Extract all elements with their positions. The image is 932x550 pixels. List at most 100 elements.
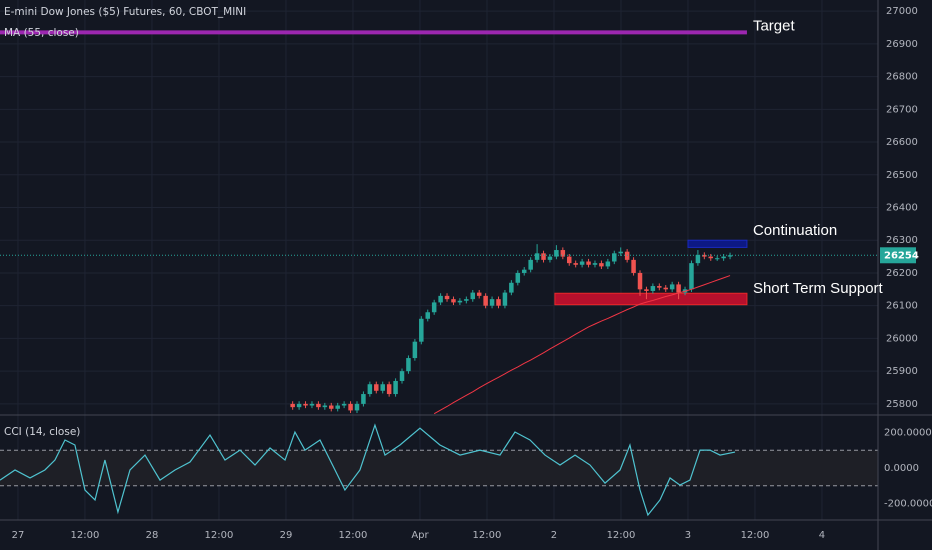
candle-body [669,284,675,290]
candle-body [367,384,373,395]
time-tick-label: 12:00 [339,530,368,541]
price-tick-label: 25800 [886,399,918,410]
candle-body [586,261,591,265]
symbol-title: E-mini Dow Jones ($5) Futures, 60, CBOT_… [4,6,246,18]
candle-body [663,287,668,290]
candle-body [457,300,463,303]
time-tick-label: 29 [280,530,293,541]
candle-body [702,254,707,257]
candle-body [509,282,514,293]
price-tick-label: 26600 [886,137,918,148]
candle-body [554,250,559,257]
candle-body [579,261,585,265]
time-tick-label: 28 [146,530,159,541]
candle-body [573,263,578,265]
time-tick-label: 2 [551,530,557,541]
price-tick-label: 26800 [886,72,918,83]
plot: 26254 [0,30,919,517]
candle-body [399,371,405,381]
time-tick-label: 12:00 [205,530,234,541]
candle-body [567,256,572,264]
price-tick-label: 26700 [886,104,918,115]
price-tick-label: 26900 [886,39,918,50]
candle-body [303,403,308,406]
price-tick-label: 26000 [886,333,918,344]
price-tick-label: 26100 [886,301,918,312]
time-tick-label: 12:00 [607,530,636,541]
candle-body [309,403,315,406]
candle-body [354,403,360,411]
candle-body [534,253,540,260]
candle-body [644,289,649,291]
last-price-tag [880,247,916,264]
candle-body [419,318,424,342]
candle-body [329,405,334,409]
candle-body [521,269,527,273]
candle-body [714,258,720,260]
candle-body [386,384,392,395]
annotation-label: Target [753,17,796,34]
price-tick-label: 26200 [886,268,918,279]
cci-tick-label: 0.0000 [884,463,919,474]
candle-body [695,254,701,264]
candle-body [296,403,302,408]
candle-body [515,272,521,283]
candle-body [361,394,366,404]
time-tick-label: 3 [685,530,691,541]
candle-body [431,302,437,313]
cci-tick-label: 200.0000 [884,428,932,439]
candle-body [637,272,643,290]
price-tick-label: 25900 [886,366,918,377]
time-tick-label: 27 [12,530,25,541]
candle-body [316,403,321,408]
candle-body [650,286,656,291]
time-tick-label: 4 [819,530,825,541]
candle-body [528,259,533,270]
time-tick-label: 12:00 [741,530,770,541]
candle-body [489,299,495,306]
candle-body [412,341,418,359]
candle-body [374,384,379,391]
time-tick-label: 12:00 [71,530,100,541]
candle-body [618,251,623,254]
moving-average [433,275,731,415]
time-tick-label: 12:00 [473,530,502,541]
candle-body [464,299,469,301]
price-tick-label: 27000 [886,6,918,17]
annotation-label: Continuation [753,222,837,239]
grid [0,0,878,520]
candle-body [592,263,598,265]
ma-legend: MA (55, close) [4,27,79,39]
candle-body [470,292,476,300]
candle-body [290,403,295,408]
zone [554,292,748,306]
candle-body [721,256,726,259]
candle-body [438,295,443,303]
candle-body [547,256,553,260]
candle-body [322,405,328,408]
candle-body [335,405,340,409]
candle-body [393,380,398,395]
candle-body [496,299,501,306]
last-price-label: 26254 [884,250,919,261]
candle-body [348,403,353,411]
candle-body [341,403,347,406]
candle-body [605,261,611,267]
zone [687,239,748,248]
candle-body [541,253,546,260]
candle-body [676,284,681,293]
candle-body [689,263,694,290]
candle-body [502,292,508,306]
candle-body [631,259,636,273]
candle-body [476,292,482,296]
cci-line [0,423,736,517]
candle-body [483,295,488,306]
candle-body [444,295,450,300]
candle-body [425,312,430,319]
candle-body [451,299,456,303]
annotation-label: Short Term Support [753,280,884,297]
candle-body [380,384,385,391]
candle-body [727,255,733,257]
candle-body [406,358,411,372]
price-tick-label: 26300 [886,235,918,246]
